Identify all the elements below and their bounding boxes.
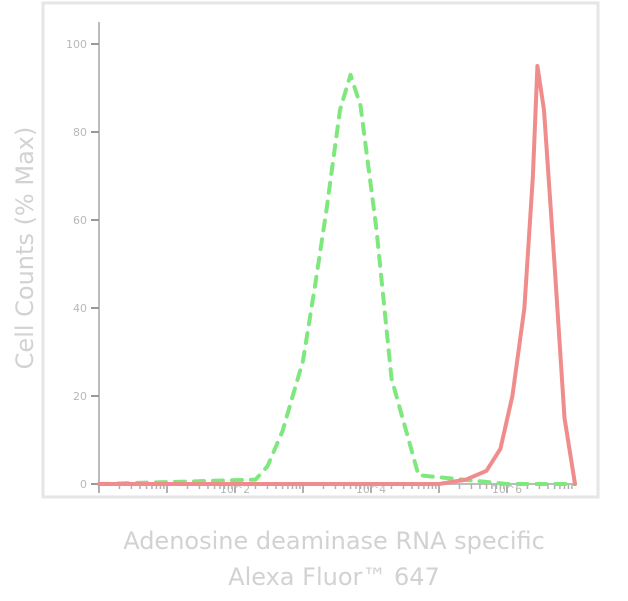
y-axis-label: Cell Counts (% Max) bbox=[11, 127, 39, 370]
y-tick-label: 0 bbox=[80, 478, 87, 491]
y-tick-label: 100 bbox=[66, 38, 87, 51]
y-tick-label: 60 bbox=[73, 214, 87, 227]
y-ticks: 0 20 40 60 80 100 bbox=[66, 38, 99, 491]
x-tick-label: 10^2 bbox=[220, 483, 250, 496]
x-tick-label: 10^6 bbox=[492, 483, 522, 496]
stained-histogram-line bbox=[97, 64, 577, 486]
x-axis-label-line2: Alexa Fluor™ 647 bbox=[228, 563, 440, 591]
y-tick-label: 80 bbox=[73, 126, 87, 139]
x-tick-label: 10^4 bbox=[356, 483, 386, 496]
plot-frame bbox=[41, 1, 600, 499]
control-histogram-line bbox=[97, 72, 577, 486]
y-tick-label: 20 bbox=[73, 390, 87, 403]
y-tick-label: 40 bbox=[73, 302, 87, 315]
x-axis-label-line1: Adenosine deaminase RNA specific bbox=[123, 527, 545, 555]
series-layer bbox=[97, 64, 577, 486]
